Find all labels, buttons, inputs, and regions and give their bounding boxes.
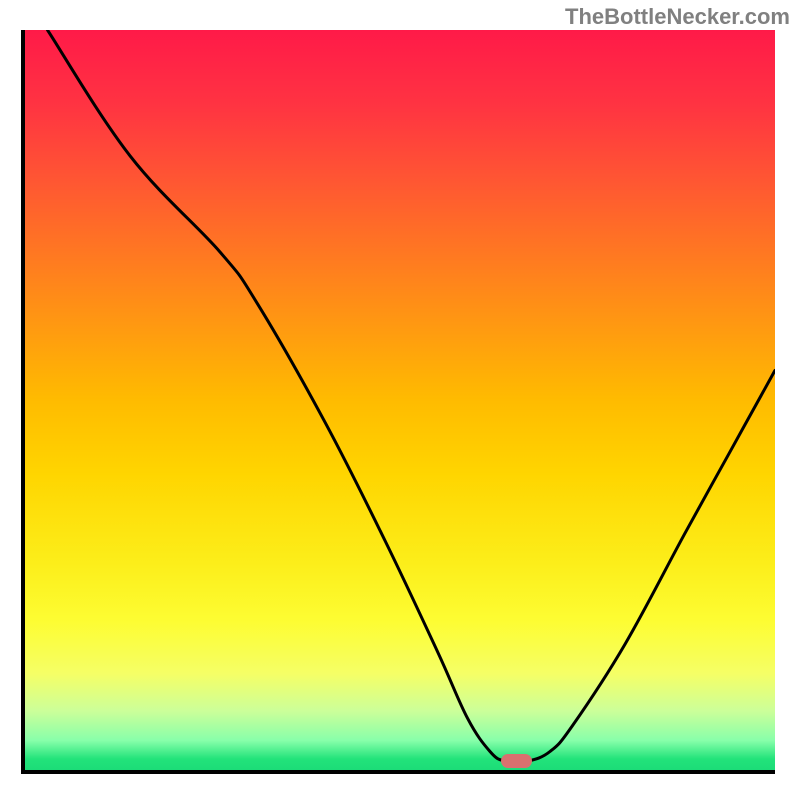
watermark-text: TheBottleNecker.com [565, 4, 790, 30]
x-axis [21, 770, 775, 774]
y-axis [21, 30, 25, 774]
chart-plot-area [25, 30, 775, 770]
gradient-background [25, 30, 775, 770]
bottleneck-curve-svg [25, 30, 775, 770]
optimal-marker [501, 754, 533, 767]
